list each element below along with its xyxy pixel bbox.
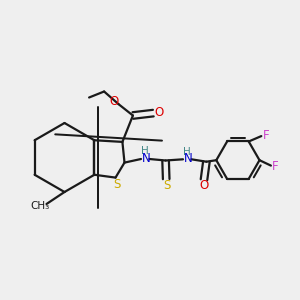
Text: F: F	[272, 160, 279, 173]
Text: CH₃: CH₃	[30, 201, 50, 212]
Text: N: N	[141, 152, 150, 165]
Text: S: S	[163, 179, 170, 192]
Text: H: H	[141, 146, 149, 157]
Text: H: H	[183, 147, 191, 157]
Text: N: N	[183, 152, 192, 165]
Text: S: S	[113, 178, 121, 191]
Text: F: F	[262, 129, 269, 142]
Text: O: O	[199, 179, 208, 192]
Text: O: O	[110, 95, 119, 108]
Text: O: O	[154, 106, 163, 119]
